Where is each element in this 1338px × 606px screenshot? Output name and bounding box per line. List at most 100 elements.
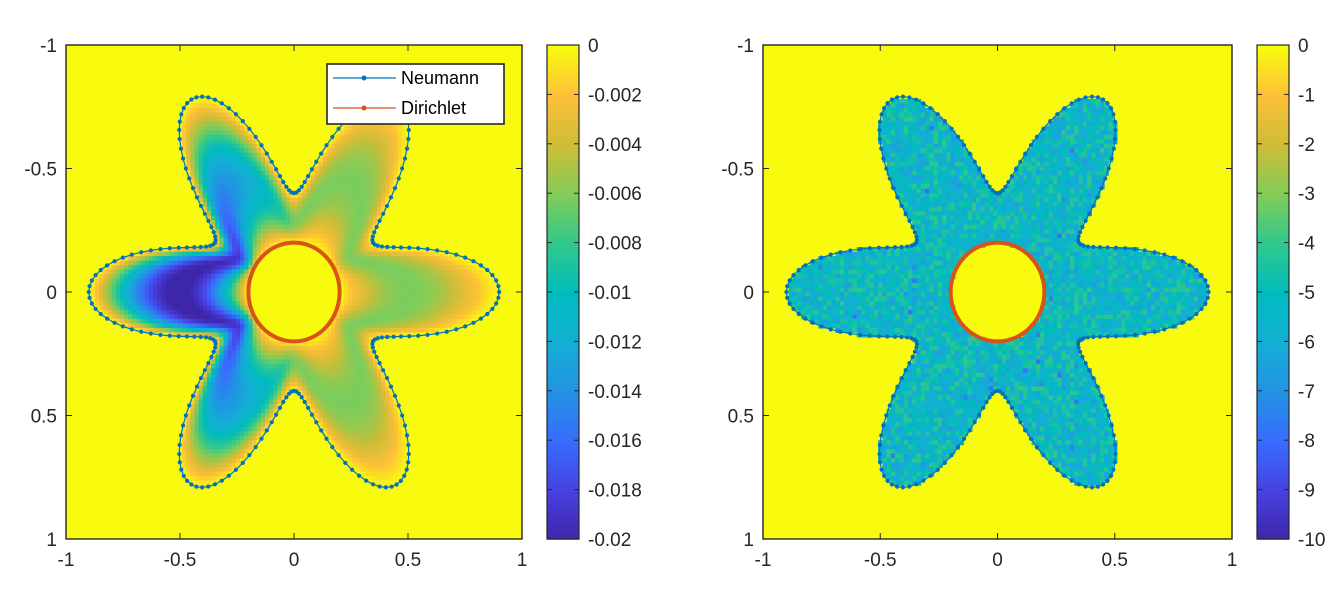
neumann-marker bbox=[105, 263, 110, 268]
neumann-marker bbox=[887, 176, 892, 181]
neumann-marker bbox=[1083, 95, 1088, 100]
neumann-marker bbox=[1091, 244, 1096, 250]
neumann-marker bbox=[129, 252, 134, 257]
neumann-marker bbox=[206, 361, 211, 366]
neumann-marker bbox=[976, 167, 982, 172]
neumann-marker bbox=[1106, 413, 1111, 418]
neumann-marker bbox=[1080, 224, 1085, 230]
neumann-marker bbox=[309, 167, 315, 172]
neumann-marker bbox=[213, 345, 218, 350]
neumann-marker bbox=[907, 484, 912, 489]
neumann-marker bbox=[942, 460, 947, 465]
neumann-marker bbox=[1013, 167, 1019, 172]
neumann-marker bbox=[1187, 263, 1192, 268]
colorbar: 0 -1 -2 -3 -4 -5 -6 -7 -8 -9 -10 bbox=[1256, 36, 1325, 551]
neumann-marker bbox=[485, 311, 490, 317]
neumann-marker bbox=[180, 423, 186, 428]
neumann-marker bbox=[935, 112, 940, 117]
neumann-marker bbox=[903, 211, 908, 216]
neumann-marker bbox=[1087, 211, 1092, 216]
x-tick-label: -1 bbox=[58, 550, 75, 571]
neumann-marker bbox=[1077, 230, 1083, 235]
neumann-marker bbox=[273, 167, 279, 172]
neumann-marker bbox=[187, 176, 192, 181]
neumann-marker bbox=[181, 105, 186, 111]
neumann-marker bbox=[158, 332, 163, 337]
neumann-marker bbox=[176, 245, 181, 250]
neumann-marker bbox=[435, 248, 440, 253]
neumann-marker bbox=[264, 428, 269, 433]
neumann-marker bbox=[286, 391, 292, 396]
neumann-marker bbox=[490, 306, 495, 312]
neumann-marker bbox=[374, 354, 379, 360]
neumann-marker bbox=[264, 151, 269, 156]
panel-2: -1 -0.5 0 0.5 1-1-0.500.510-1-2-3-4-5-6-7-8-… bbox=[721, 36, 1325, 571]
neumann-marker bbox=[314, 420, 319, 425]
neumann-marker bbox=[183, 166, 188, 171]
neumann-marker bbox=[967, 428, 972, 433]
colorbar-tick-label: -9 bbox=[1298, 481, 1315, 502]
neumann-marker bbox=[1105, 478, 1110, 483]
neumann-marker bbox=[259, 143, 264, 148]
neumann-marker bbox=[1105, 334, 1110, 339]
neumann-marker bbox=[396, 403, 401, 408]
neumann-marker bbox=[900, 485, 906, 490]
neumann-marker bbox=[1076, 482, 1081, 487]
neumann-marker bbox=[1108, 473, 1113, 479]
neumann-marker bbox=[299, 395, 304, 400]
legend-label: Neumann bbox=[401, 68, 479, 88]
legend-label: Dirichlet bbox=[401, 98, 466, 118]
neumann-marker bbox=[379, 244, 385, 249]
neumann-marker bbox=[177, 136, 182, 142]
neumann-marker bbox=[877, 442, 882, 448]
neumann-marker bbox=[810, 320, 816, 325]
colorbar-tick-label: -2 bbox=[1298, 135, 1315, 156]
neumann-marker bbox=[391, 245, 396, 250]
neumann-marker bbox=[984, 179, 989, 185]
neumann-marker bbox=[1099, 186, 1104, 191]
neumann-marker bbox=[1199, 272, 1204, 278]
neumann-marker bbox=[1187, 316, 1192, 321]
neumann-marker bbox=[1076, 345, 1081, 350]
x-tick-label: -1 bbox=[755, 550, 772, 571]
neumann-marker bbox=[377, 218, 382, 223]
neumann-marker bbox=[129, 327, 134, 332]
neumann-marker bbox=[935, 467, 940, 472]
neumann-marker bbox=[928, 473, 933, 478]
neumann-marker bbox=[211, 349, 216, 354]
neumann-marker bbox=[284, 184, 289, 189]
neumann-marker bbox=[404, 433, 410, 438]
neumann-marker bbox=[247, 126, 252, 131]
neumann-marker bbox=[206, 484, 211, 489]
neumann-marker bbox=[877, 460, 883, 465]
neumann-marker bbox=[899, 334, 904, 340]
neumann-marker bbox=[910, 354, 915, 360]
neumann-marker bbox=[1055, 467, 1060, 472]
neumann-marker bbox=[1075, 341, 1081, 347]
neumann-marker bbox=[1023, 428, 1028, 433]
neumann-marker bbox=[87, 284, 92, 289]
neumann-marker bbox=[1203, 301, 1208, 306]
neumann-marker bbox=[1076, 234, 1081, 239]
neumann-marker bbox=[209, 354, 214, 360]
neumann-marker bbox=[185, 101, 190, 106]
neumann-marker bbox=[796, 311, 801, 317]
colorbar-tick-label: -4 bbox=[1298, 234, 1315, 255]
neumann-marker bbox=[1083, 484, 1088, 489]
neumann-marker bbox=[139, 329, 144, 334]
neumann-marker bbox=[1000, 188, 1005, 193]
y-tick-label: -1 bbox=[40, 36, 57, 57]
neumann-marker bbox=[330, 444, 335, 450]
neumann-marker bbox=[787, 301, 792, 306]
neumann-marker bbox=[183, 413, 188, 418]
neumann-marker bbox=[1085, 244, 1091, 249]
colorbar: 0 -0.002 -0.004 -0.006 -0.008 -0.01 -0.012 -0.0… bbox=[546, 36, 642, 551]
neumann-marker bbox=[148, 331, 153, 336]
legend-marker bbox=[361, 75, 367, 81]
neumann-marker bbox=[803, 263, 808, 268]
neumann-marker bbox=[402, 473, 407, 479]
panel-1: -1 -0.5 0 0.5 1-1-0.500.510-0.002-0.004-0.00… bbox=[24, 36, 642, 571]
neumann-marker bbox=[281, 399, 286, 405]
neumann-marker bbox=[1113, 442, 1118, 448]
neumann-marker bbox=[93, 272, 98, 278]
